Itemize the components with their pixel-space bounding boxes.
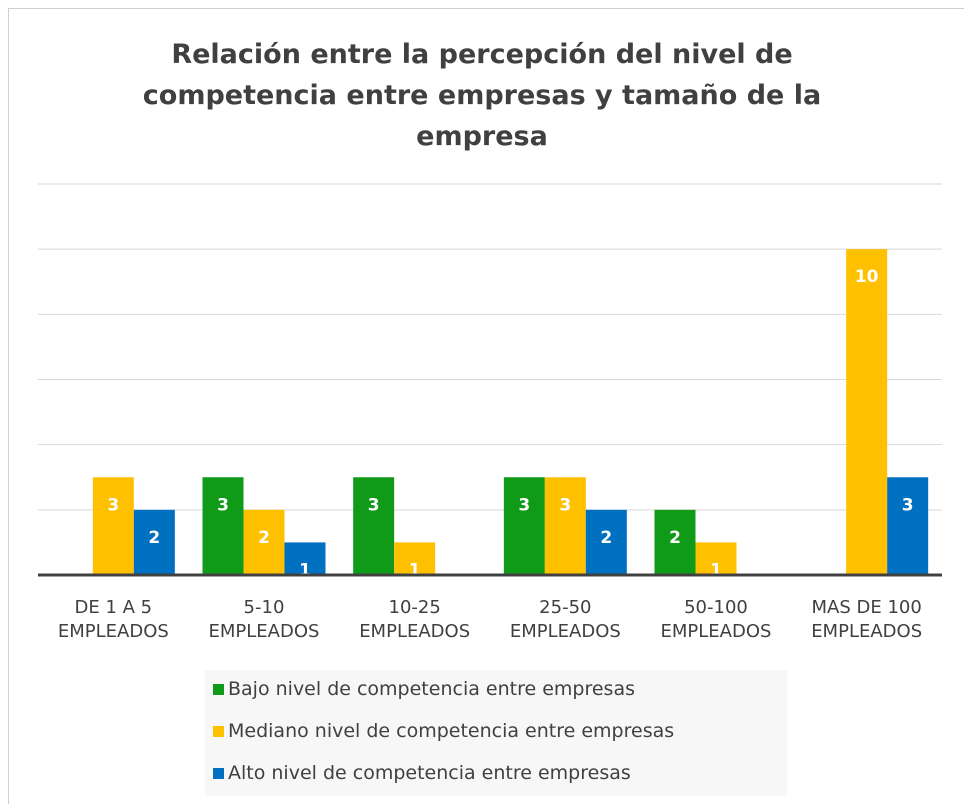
legend-item: Bajo nivel de competencia entre empresas bbox=[213, 678, 635, 700]
bar bbox=[544, 477, 586, 575]
bar bbox=[284, 542, 326, 575]
x-tick-label: 10-25 EMPLEADOS bbox=[359, 597, 471, 642]
x-tick-label: 25-50 EMPLEADOS bbox=[509, 597, 621, 642]
data-label: 2 bbox=[669, 528, 681, 548]
legend-item: Mediano nivel de competencia entre empre… bbox=[213, 720, 674, 742]
data-label: 1 bbox=[409, 560, 421, 580]
legend-swatch bbox=[213, 684, 224, 695]
data-label: 3 bbox=[559, 495, 571, 515]
legend-label: Alto nivel de competencia entre empresas bbox=[228, 762, 631, 784]
x-tick-label: 5-10 EMPLEADOS bbox=[208, 597, 320, 642]
chart-frame bbox=[8, 8, 964, 804]
data-label: 2 bbox=[148, 528, 160, 548]
data-label: 1 bbox=[299, 560, 311, 580]
bar bbox=[887, 477, 929, 575]
bar bbox=[654, 509, 696, 575]
bar bbox=[585, 509, 627, 575]
data-label: 3 bbox=[368, 495, 380, 515]
data-label: 10 bbox=[855, 267, 879, 287]
data-label: 2 bbox=[600, 528, 612, 548]
bar bbox=[695, 542, 737, 575]
data-label: 3 bbox=[217, 495, 229, 515]
x-tick-label: 50-100 EMPLEADOS bbox=[660, 597, 772, 642]
bar bbox=[503, 477, 545, 575]
data-label: 3 bbox=[518, 495, 530, 515]
chart-title: Relación entre la percepción del nivel d… bbox=[142, 39, 822, 152]
legend-item: Alto nivel de competencia entre empresas bbox=[213, 762, 631, 784]
x-tick-label: MAS DE 100 EMPLEADOS bbox=[811, 597, 923, 642]
data-label: 3 bbox=[107, 495, 119, 515]
bar bbox=[92, 477, 134, 575]
legend-label: Mediano nivel de competencia entre empre… bbox=[228, 720, 675, 742]
bar bbox=[353, 477, 395, 575]
bar bbox=[133, 509, 175, 575]
bar bbox=[243, 509, 285, 575]
data-label: 3 bbox=[902, 495, 914, 515]
x-tick-label: DE 1 A 5 EMPLEADOS bbox=[57, 597, 169, 642]
legend-swatch bbox=[213, 726, 224, 737]
legend-label: Bajo nivel de competencia entre empresas bbox=[228, 678, 635, 700]
bar bbox=[394, 542, 436, 575]
legend: Bajo nivel de competencia entre empresas… bbox=[205, 670, 787, 796]
data-label: 2 bbox=[258, 528, 270, 548]
bar bbox=[202, 477, 244, 575]
legend-swatch bbox=[213, 768, 224, 779]
bar bbox=[846, 249, 888, 575]
data-label: 1 bbox=[710, 560, 722, 580]
